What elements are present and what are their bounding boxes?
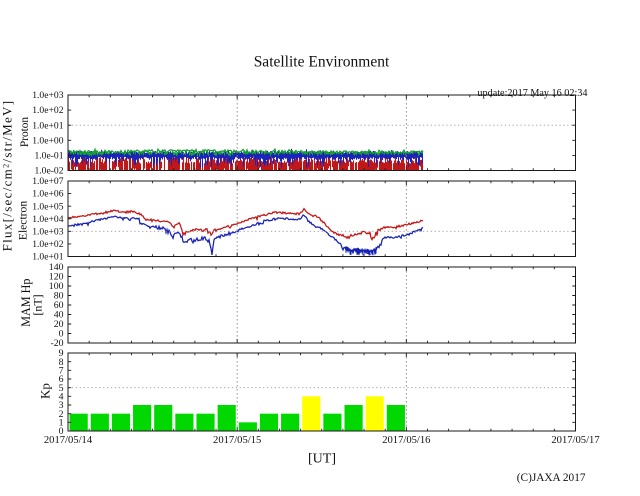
svg-text:1.0e+03: 1.0e+03 xyxy=(32,90,63,101)
svg-text:1: 1 xyxy=(59,417,64,428)
svg-text:1.0e-02: 1.0e-02 xyxy=(34,166,63,177)
svg-text:2017/05/14: 2017/05/14 xyxy=(44,435,93,446)
svg-text:20: 20 xyxy=(54,319,64,330)
svg-text:MAM Hp: MAM Hp xyxy=(19,278,33,326)
svg-text:2017/05/17: 2017/05/17 xyxy=(551,435,599,446)
svg-text:Electron: Electron xyxy=(17,201,30,240)
svg-text:2: 2 xyxy=(59,409,64,420)
svg-text:1.0e+04: 1.0e+04 xyxy=(32,214,63,225)
svg-text:1.0e-01: 1.0e-01 xyxy=(34,151,63,162)
svg-text:Flux[/sec/cm2/str/MeV]: Flux[/sec/cm2/str/MeV] xyxy=(0,100,15,252)
svg-text:0: 0 xyxy=(59,426,64,437)
svg-text:Satellite Environment: Satellite Environment xyxy=(254,54,390,71)
svg-text:1.0e+07: 1.0e+07 xyxy=(32,176,63,187)
svg-text:update:2017 May 16 02:34: update:2017 May 16 02:34 xyxy=(477,88,587,99)
svg-text:[nT]: [nT] xyxy=(31,294,45,315)
svg-text:4: 4 xyxy=(59,391,64,402)
svg-text:(C)JAXA 2017: (C)JAXA 2017 xyxy=(517,472,586,484)
svg-text:1.0e+02: 1.0e+02 xyxy=(32,239,63,250)
svg-text:60: 60 xyxy=(54,300,64,311)
svg-text:120: 120 xyxy=(49,272,64,283)
svg-text:Proton: Proton xyxy=(19,117,31,147)
svg-text:1.0e+05: 1.0e+05 xyxy=(32,201,63,212)
svg-text:1.0e+01: 1.0e+01 xyxy=(32,252,63,263)
svg-text:1.0e+02: 1.0e+02 xyxy=(32,105,63,116)
svg-text:[UT]: [UT] xyxy=(308,452,336,467)
svg-text:2017/05/15: 2017/05/15 xyxy=(213,435,261,446)
svg-text:Kp: Kp xyxy=(37,383,52,399)
svg-text:0: 0 xyxy=(59,329,64,340)
svg-text:8: 8 xyxy=(59,357,64,368)
svg-text:140: 140 xyxy=(49,262,64,273)
svg-text:6: 6 xyxy=(59,374,64,385)
svg-text:2017/05/16: 2017/05/16 xyxy=(382,435,430,446)
svg-text:1.0e+00: 1.0e+00 xyxy=(32,135,63,146)
svg-text:9: 9 xyxy=(59,348,64,359)
svg-text:1.0e+06: 1.0e+06 xyxy=(32,189,63,200)
svg-text:1.0e+03: 1.0e+03 xyxy=(32,226,63,237)
svg-text:1.0e+01: 1.0e+01 xyxy=(32,120,63,131)
svg-text:3: 3 xyxy=(59,400,64,411)
svg-text:5: 5 xyxy=(59,383,64,394)
svg-text:-20: -20 xyxy=(50,338,63,349)
svg-text:7: 7 xyxy=(59,365,64,376)
svg-text:80: 80 xyxy=(54,291,64,302)
svg-text:100: 100 xyxy=(49,281,64,292)
svg-text:40: 40 xyxy=(54,310,64,321)
